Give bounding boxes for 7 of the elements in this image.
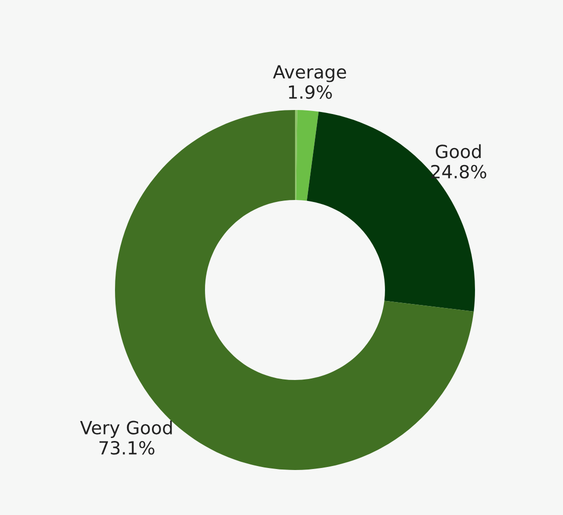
data-label: 73.1% [99,441,154,455]
data-label: 24.8% [431,164,486,178]
donut-slice [296,110,319,201]
slice-label: Average [273,65,346,82]
data-label: 1.9% [288,85,332,99]
slice-label: Very Good [80,420,172,438]
slice-label: Good [436,144,481,158]
